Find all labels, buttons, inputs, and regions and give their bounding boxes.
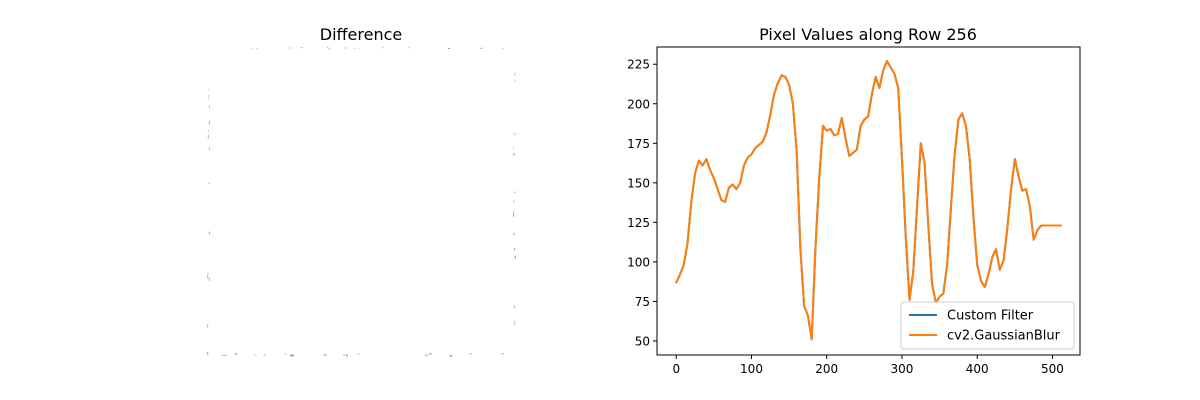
difference-speckle	[429, 353, 432, 355]
difference-speckle	[207, 323, 209, 328]
difference-speckle	[469, 353, 472, 355]
difference-speckle	[514, 191, 516, 193]
x-tick-label: 300	[891, 362, 914, 376]
difference-speckle	[424, 354, 428, 357]
y-tick-label: 150	[627, 176, 650, 190]
difference-speckle	[288, 47, 291, 49]
difference-speckle	[514, 247, 516, 251]
difference-speckle	[501, 353, 504, 355]
difference-title: Difference	[320, 25, 402, 44]
difference-speckle	[208, 147, 210, 150]
difference-speckle	[222, 354, 227, 356]
difference-speckle	[479, 47, 482, 49]
x-tick-label: 200	[815, 362, 838, 376]
difference-speckle	[513, 146, 514, 150]
y-tick-label: 200	[627, 97, 650, 111]
line-chart-title: Pixel Values along Row 256	[759, 25, 977, 44]
difference-speckle	[357, 353, 360, 355]
difference-speckle	[234, 353, 237, 355]
difference-speckle	[513, 232, 515, 236]
difference-speckle	[208, 120, 210, 125]
difference-speckle	[208, 89, 210, 91]
difference-speckle	[513, 212, 514, 217]
difference-speckle	[502, 48, 504, 49]
difference-speckle	[514, 73, 516, 77]
difference-speckle	[513, 305, 515, 308]
line-chart-panel: Pixel Values along Row 256 0 100 200 300 400…	[627, 25, 1081, 376]
difference-speckle	[208, 94, 210, 99]
difference-image	[207, 47, 515, 355]
x-tick-label: 0	[672, 362, 680, 376]
difference-speckle	[358, 48, 360, 50]
difference-speckle	[514, 72, 516, 74]
x-axis-ticks: 0 100 200 300 400 500	[672, 355, 1064, 376]
difference-speckle	[300, 47, 303, 49]
difference-speckle	[254, 354, 257, 356]
difference-speckle	[255, 48, 258, 50]
difference-speckle	[513, 209, 515, 212]
legend-label-gaussian-blur: cv2.GaussianBlur	[947, 329, 1061, 344]
difference-speckle	[513, 153, 515, 156]
difference-speckle	[514, 79, 516, 82]
difference-speckle	[323, 354, 327, 356]
difference-speckle	[354, 47, 356, 49]
difference-speckle	[513, 200, 515, 203]
difference-speckle	[251, 48, 253, 49]
difference-speckle	[263, 354, 266, 356]
difference-speckle	[208, 105, 210, 108]
difference-panel: Difference	[207, 25, 516, 357]
difference-speckles	[207, 47, 516, 357]
x-tick-label: 500	[1041, 362, 1064, 376]
x-tick-label: 400	[966, 362, 989, 376]
difference-speckle	[207, 272, 209, 276]
difference-speckle	[344, 47, 347, 49]
y-tick-label: 100	[627, 255, 650, 269]
difference-speckle	[346, 354, 348, 357]
difference-speckle	[514, 255, 516, 259]
y-tick-label: 75	[635, 295, 650, 309]
difference-speckle	[382, 47, 384, 49]
difference-speckle	[448, 48, 450, 49]
difference-speckle	[207, 352, 209, 355]
difference-speckle	[514, 133, 516, 136]
difference-speckle	[328, 48, 331, 50]
difference-speckle	[449, 354, 453, 357]
difference-speckle	[327, 47, 329, 49]
legend-label-custom-filter: Custom Filter	[947, 309, 1034, 324]
difference-speckle	[208, 277, 210, 281]
legend: Custom Filter cv2.GaussianBlur	[900, 301, 1075, 350]
difference-speckle	[290, 354, 294, 357]
difference-speckle	[208, 231, 210, 235]
y-axis-ticks: 50 75 100 125 150 175 200 225	[627, 58, 657, 348]
difference-speckle	[514, 320, 516, 325]
difference-speckle	[284, 353, 287, 356]
series-lines	[675, 60, 1062, 341]
difference-speckle	[207, 134, 209, 139]
difference-speckle	[208, 99, 210, 101]
y-tick-label: 50	[635, 334, 650, 348]
difference-speckle	[408, 47, 410, 49]
difference-speckle	[208, 129, 210, 132]
x-tick-label: 100	[740, 362, 763, 376]
y-tick-label: 175	[627, 137, 650, 151]
difference-speckle	[207, 275, 209, 279]
difference-speckle	[483, 47, 484, 49]
y-tick-label: 125	[627, 216, 650, 230]
legend-box	[900, 301, 1075, 350]
series-line-gaussian-blur	[675, 60, 1062, 341]
y-tick-label: 225	[627, 58, 650, 72]
difference-speckle	[343, 354, 345, 356]
difference-speckle	[208, 182, 210, 184]
